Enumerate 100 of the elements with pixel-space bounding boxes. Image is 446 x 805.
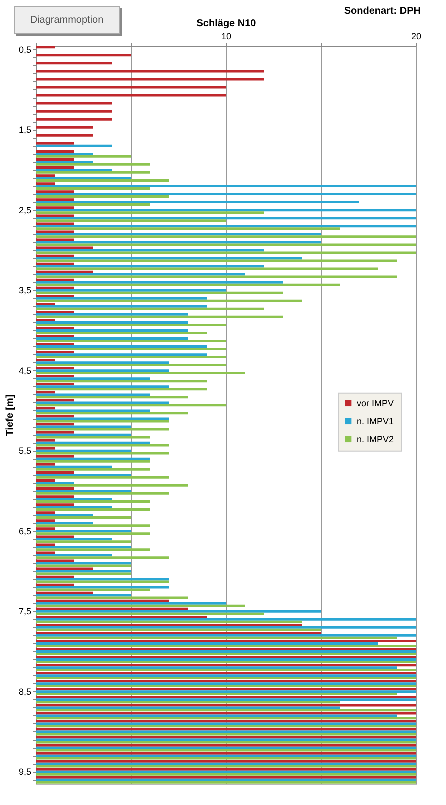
bar	[36, 760, 416, 763]
bar	[36, 544, 55, 546]
x-tick-label: 20	[411, 32, 422, 42]
bar	[36, 685, 416, 688]
bar	[36, 439, 55, 442]
bar	[36, 126, 93, 129]
bar	[36, 412, 188, 415]
y-tick-label: 5,5	[18, 446, 32, 456]
bar	[36, 661, 416, 664]
bar	[36, 650, 416, 653]
bar	[36, 294, 74, 298]
bar	[36, 701, 340, 704]
bar	[36, 370, 169, 372]
bar	[36, 768, 416, 771]
bar	[36, 666, 397, 670]
bar	[36, 351, 74, 354]
y-tick-label: 9,5	[18, 767, 32, 778]
bar	[36, 472, 74, 474]
options-button: Diagrammoption	[14, 6, 120, 34]
bar	[36, 484, 188, 487]
y-tick-label: 6,5	[18, 526, 32, 536]
bar	[36, 193, 416, 196]
bar	[36, 260, 397, 262]
bar	[36, 212, 264, 214]
bar	[36, 738, 416, 742]
bar	[36, 300, 302, 302]
bar	[36, 757, 416, 760]
bar	[36, 562, 131, 565]
bar	[36, 313, 188, 316]
bar	[36, 474, 131, 476]
bar	[36, 778, 416, 782]
bar	[36, 714, 397, 718]
bar	[36, 423, 74, 426]
bar	[36, 762, 416, 766]
bar	[36, 552, 55, 554]
bar	[36, 144, 112, 148]
bar	[36, 152, 93, 156]
bar	[36, 241, 321, 244]
bar	[36, 500, 150, 503]
bar	[36, 556, 169, 560]
bar	[36, 626, 416, 629]
bar	[36, 480, 55, 482]
bar	[36, 496, 74, 498]
bar	[36, 188, 150, 190]
bar	[36, 476, 169, 479]
bar	[36, 656, 416, 659]
bar	[36, 289, 226, 292]
bar	[36, 447, 55, 450]
bar	[36, 340, 226, 342]
bar	[36, 388, 207, 391]
bar	[36, 669, 416, 672]
bar	[36, 367, 74, 370]
bar	[36, 636, 397, 640]
bar	[36, 220, 226, 222]
y-tick-label: 7,5	[18, 606, 32, 617]
bar	[36, 244, 416, 246]
bar	[36, 612, 264, 616]
bar	[36, 386, 169, 388]
bar	[36, 512, 55, 514]
bar	[36, 46, 55, 49]
bar	[36, 604, 245, 608]
bar	[36, 516, 131, 520]
bar	[36, 166, 74, 169]
x-tick-label: 10	[221, 32, 232, 42]
bar	[36, 338, 188, 340]
bar	[36, 709, 416, 712]
bar	[36, 704, 416, 707]
bar	[36, 364, 226, 367]
bar	[36, 482, 74, 484]
bar	[36, 185, 416, 188]
bar	[36, 335, 74, 338]
bar	[36, 572, 131, 576]
bar	[36, 642, 378, 645]
bar	[36, 415, 74, 418]
bar	[36, 118, 112, 121]
bar	[36, 576, 74, 578]
bar	[36, 434, 131, 436]
bar	[36, 717, 416, 720]
bar	[36, 592, 93, 594]
bar	[36, 292, 283, 294]
bar	[36, 450, 131, 452]
bar	[36, 444, 169, 447]
bar	[36, 150, 74, 153]
bar	[36, 310, 74, 314]
bar	[36, 380, 207, 383]
bar	[36, 225, 416, 228]
bar	[36, 182, 55, 186]
legend-label: n. IMPV2	[357, 434, 394, 444]
bar	[36, 568, 93, 570]
bar	[36, 468, 150, 471]
bar	[36, 648, 416, 651]
y-tick-label: 8,5	[18, 686, 32, 697]
bar	[36, 698, 416, 702]
bar	[36, 265, 264, 268]
bar	[36, 754, 416, 758]
bar	[36, 640, 416, 642]
legend-label: vor IMPV	[357, 398, 394, 408]
bar	[36, 776, 416, 779]
bar	[36, 733, 416, 736]
chart-title: Sondenart: DPH	[344, 6, 422, 17]
